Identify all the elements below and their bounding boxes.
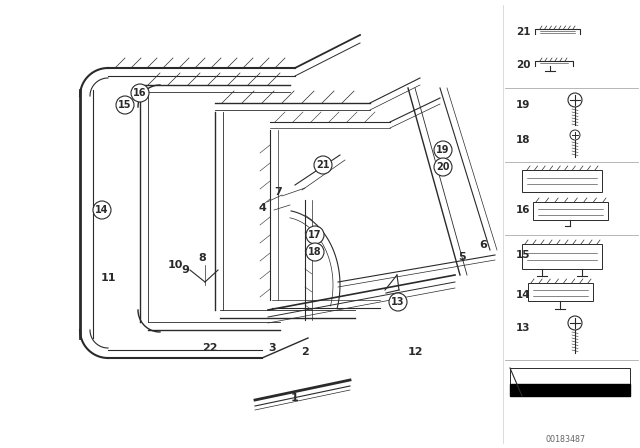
Text: 17: 17: [308, 230, 322, 240]
Text: 16: 16: [133, 88, 147, 98]
Text: 20: 20: [436, 162, 450, 172]
Text: 14: 14: [95, 205, 109, 215]
Circle shape: [306, 226, 324, 244]
Circle shape: [434, 141, 452, 159]
Circle shape: [116, 96, 134, 114]
Text: 15: 15: [516, 250, 531, 260]
Text: 22: 22: [202, 343, 218, 353]
Circle shape: [434, 158, 452, 176]
Text: 4: 4: [258, 203, 266, 213]
Circle shape: [93, 201, 111, 219]
Circle shape: [131, 84, 149, 102]
Text: 3: 3: [268, 343, 276, 353]
Text: 19: 19: [516, 100, 531, 110]
Text: 19: 19: [436, 145, 450, 155]
Text: 15: 15: [118, 100, 132, 110]
Text: 1: 1: [291, 393, 299, 403]
Text: 2: 2: [301, 347, 309, 357]
Text: OO183487: OO183487: [545, 435, 585, 444]
Text: 21: 21: [316, 160, 330, 170]
Circle shape: [389, 293, 407, 311]
Text: 14: 14: [516, 290, 531, 300]
Text: 16: 16: [516, 205, 531, 215]
Bar: [510, 384, 630, 396]
Text: 10: 10: [167, 260, 182, 270]
Text: 12: 12: [407, 347, 423, 357]
Circle shape: [314, 156, 332, 174]
Text: 21: 21: [516, 27, 531, 37]
Text: 11: 11: [100, 273, 116, 283]
Circle shape: [306, 243, 324, 261]
Text: 20: 20: [516, 60, 531, 70]
Text: 5: 5: [458, 252, 466, 262]
Text: 9: 9: [181, 265, 189, 275]
Text: 13: 13: [516, 323, 531, 333]
Text: 18: 18: [516, 135, 531, 145]
Text: 13: 13: [391, 297, 404, 307]
Text: 6: 6: [479, 240, 487, 250]
Text: 18: 18: [308, 247, 322, 257]
Text: 8: 8: [198, 253, 206, 263]
Text: 7: 7: [274, 187, 282, 197]
